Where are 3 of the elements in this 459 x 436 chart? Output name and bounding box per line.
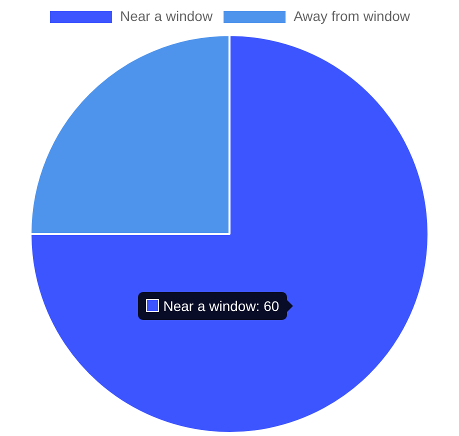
text: Near a window: 60 xyxy=(163,298,280,314)
legend-label: Near a window xyxy=(120,8,214,24)
legend-label: Away from window xyxy=(294,8,411,24)
